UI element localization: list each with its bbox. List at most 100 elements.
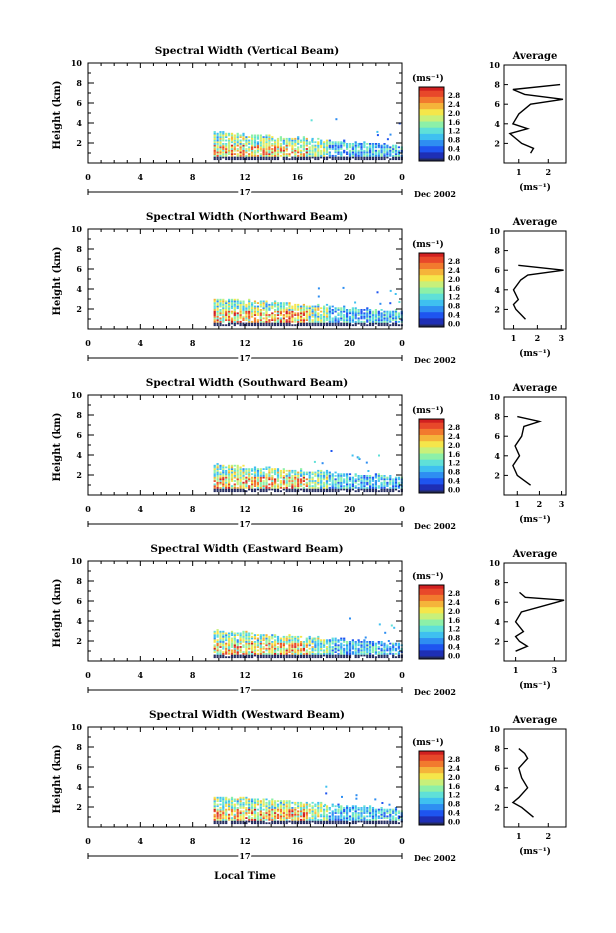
- colorbar-segment: [419, 96, 444, 99]
- heatmap-cell: [242, 483, 245, 486]
- heatmap-cell: [236, 300, 239, 303]
- heatmap-cell: [297, 143, 300, 145]
- heatmap-cell: [383, 642, 386, 645]
- heatmap-cell: [323, 144, 326, 147]
- heatmap-cell: [360, 649, 363, 652]
- heatmap-cell: [346, 146, 349, 149]
- heatmap-cell: [288, 322, 291, 325]
- heatmap-cell: [377, 822, 380, 825]
- heatmap-cell: [253, 466, 257, 469]
- heatmap-cell: [225, 154, 228, 157]
- heatmap-cell: [248, 808, 251, 811]
- heatmap-cell: [268, 486, 271, 489]
- heatmap-cell: [248, 158, 251, 161]
- heatmap-cell: [371, 486, 375, 489]
- heatmap-cell: [328, 488, 331, 491]
- colorbar-segment: [419, 470, 444, 473]
- heatmap-cell: [314, 154, 317, 157]
- heatmap-cell: [282, 652, 285, 655]
- heatmap-cell: [363, 143, 366, 145]
- heatmap-cell: [383, 481, 386, 484]
- heatmap-cell: [337, 322, 340, 325]
- heatmap-cell: [351, 324, 354, 327]
- heatmap-cell: [394, 642, 398, 645]
- heatmap-cell: [222, 634, 225, 636]
- heatmap-cell: [262, 647, 265, 650]
- heatmap-cell: [216, 143, 219, 145]
- heatmap-cell: [279, 637, 282, 640]
- heatmap-cell: [320, 154, 323, 157]
- heatmap-cell: [328, 808, 331, 811]
- heatmap-cell: [380, 154, 383, 157]
- heatmap-cell: [236, 473, 239, 476]
- heatmap-cell: [216, 812, 219, 814]
- colorbar-segment: [419, 760, 444, 763]
- colorbar-segment: [419, 806, 444, 809]
- heatmap-cell: [331, 478, 334, 481]
- heatmap-cell: [317, 820, 320, 823]
- heatmap-cell: [302, 807, 305, 809]
- heatmap-cell: [228, 312, 231, 315]
- date-label: Dec 2002: [414, 189, 456, 199]
- heatmap-cell: [394, 310, 398, 313]
- heatmap-cell: [397, 642, 400, 645]
- heatmap-cell: [325, 322, 329, 325]
- heatmap-cell: [239, 646, 242, 648]
- heatmap-cell: [302, 324, 305, 327]
- heatmap-cell: [317, 295, 320, 298]
- heatmap-cell: [242, 651, 245, 653]
- heatmap-cell: [265, 473, 268, 476]
- heatmap-cell: [300, 310, 303, 313]
- heatmap-cell: [374, 817, 377, 819]
- heatmap-cell: [268, 471, 271, 474]
- heatmap-cell: [262, 652, 265, 655]
- colorbar-unit: (ms⁻¹): [412, 239, 444, 250]
- heatmap-cell: [236, 810, 239, 813]
- heatmap-cell: [236, 800, 239, 802]
- heatmap-cell: [323, 151, 326, 154]
- heatmap-cell: [251, 637, 254, 640]
- x-tick-label: 0: [399, 836, 405, 846]
- colorbar-segment: [419, 467, 444, 469]
- heatmap-cell: [219, 314, 222, 316]
- heatmap-cell: [233, 320, 236, 323]
- heatmap-cell: [213, 132, 216, 135]
- heatmap-cell: [360, 476, 363, 479]
- heatmap-cell: [276, 635, 280, 638]
- heatmap-cell: [253, 320, 257, 323]
- heatmap-cell: [389, 149, 392, 152]
- heatmap-cell: [314, 314, 317, 316]
- heatmap-cell: [305, 642, 308, 645]
- colorbar-segment: [419, 270, 444, 272]
- heatmap-cell: [225, 813, 228, 816]
- heatmap-cell: [334, 148, 337, 150]
- heatmap-cell: [328, 490, 331, 493]
- heatmap-cell: [340, 651, 343, 653]
- heatmap-cell: [314, 317, 317, 320]
- heatmap-cell: [325, 481, 329, 484]
- heatmap-cell: [230, 476, 234, 479]
- colorbar-tick-label: 0.4: [448, 643, 460, 652]
- heatmap-cell: [248, 314, 251, 316]
- heatmap-cell: [279, 820, 282, 823]
- colorbar-segment: [419, 591, 444, 593]
- heatmap-cell: [225, 796, 228, 799]
- heatmap-cell: [233, 300, 236, 303]
- heatmap-cell: [271, 154, 274, 157]
- colorbar-segment: [419, 260, 444, 263]
- heatmap-cell: [394, 483, 398, 486]
- heatmap-cell: [230, 630, 234, 633]
- heatmap-cell: [242, 478, 245, 481]
- heatmap-cell: [285, 322, 288, 325]
- heatmap-cell: [325, 144, 329, 147]
- heatmap-cell: [228, 320, 231, 323]
- heatmap-cell: [236, 641, 239, 643]
- heatmap-cell: [380, 483, 383, 486]
- heatmap-cell: [282, 475, 285, 477]
- heatmap-cell: [291, 143, 294, 145]
- heatmap-cell: [279, 480, 282, 482]
- heatmap-cell: [394, 146, 398, 149]
- heatmap-cell: [256, 149, 259, 152]
- heatmap-cell: [294, 651, 297, 653]
- heatmap-cell: [394, 649, 398, 652]
